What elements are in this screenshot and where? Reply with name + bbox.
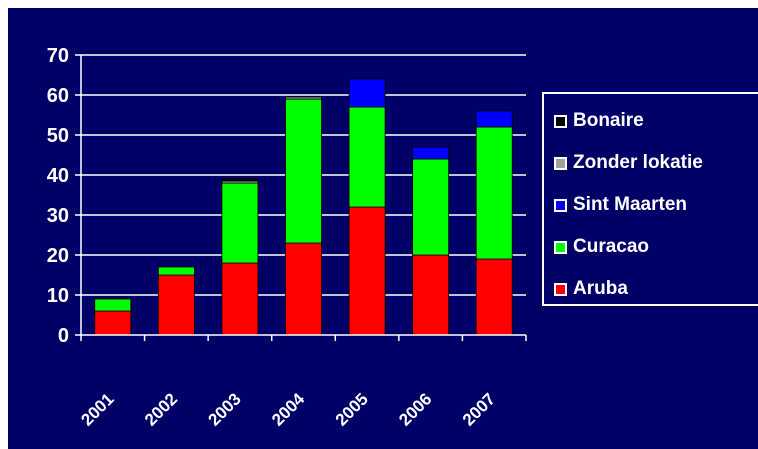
axes [75,54,527,341]
chart-background: 0 10 20 30 40 50 60 70 2001 2002 2003 2004 2005 2006… [8,8,758,449]
bar-segment-aruba [412,254,450,336]
bar-segment-curacao [94,298,132,312]
x-tick-label: 2002 [141,389,181,429]
y-tick-label: 10 [47,285,69,307]
legend-label: Zonder lokatie [573,152,703,173]
bar-segment-aruba [157,274,195,336]
y-tick-labels: 0 10 20 30 40 50 60 70 [47,45,69,347]
bar-segment-sint-maarten [348,78,386,108]
stacked-bar-chart: 0 10 20 30 40 50 60 70 2001 2002 2003 2004 2005 2006… [47,45,527,430]
x-tick-label: 2007 [459,389,499,429]
x-tick-label: 2004 [268,389,309,430]
legend-swatch [554,156,567,170]
y-tick-label: 60 [47,85,69,107]
bar-segment-sint-maarten [475,110,513,128]
bar-segment-aruba [285,242,322,336]
y-tick-label: 50 [47,125,69,147]
x-tick-label: 2001 [77,389,117,429]
legend-swatch [554,282,567,296]
bar-segment-zonder-lokatie [285,96,322,100]
x-tick-label: 2003 [205,389,245,429]
legend-label: Sint Maarten [573,194,688,215]
bar-segment-sint-maarten [412,146,450,160]
legend-item-aruba: Aruba [554,276,628,302]
bar-segment-curacao [475,126,513,260]
legend-swatch [554,240,567,254]
y-tick-label: 0 [58,325,69,347]
bar-segment-aruba [221,262,259,336]
y-tick-label: 30 [47,205,69,227]
x-tick-label: 2005 [332,389,372,429]
legend-swatch [554,114,567,128]
bar-segment-curacao [348,106,386,208]
legend-item-zonder-lokatie: Zonder lokatie [554,150,703,176]
legend-label: Bonaire [573,110,644,131]
y-tick-label: 40 [47,165,69,187]
legend-label: Curacao [573,236,650,257]
legend-item-bonaire: Bonaire [554,108,644,134]
bar-segment-curacao [157,266,195,276]
bar-segment-curacao [285,98,322,244]
bar-segment-aruba [348,206,386,336]
y-tick-label: 70 [47,45,69,67]
y-tick-label: 20 [47,245,69,267]
legend: Bonaire Zonder lokatie Sint Maarten Curacao… [542,92,758,306]
bar-segment-aruba [475,258,513,336]
x-tick-labels: 2001 2002 2003 2004 2005 2006 2007 [77,389,499,430]
bars [94,78,513,336]
bar-segment-bonaire [221,178,259,182]
legend-item-curacao: Curacao [554,234,649,260]
bar-segment-curacao [221,182,259,264]
legend-swatch [554,198,567,212]
bar-segment-curacao [412,158,450,256]
legend-label: Aruba [573,278,628,299]
bar-segment-aruba [94,310,132,336]
legend-item-sint-maarten: Sint Maarten [554,192,687,218]
x-tick-label: 2006 [395,389,435,429]
